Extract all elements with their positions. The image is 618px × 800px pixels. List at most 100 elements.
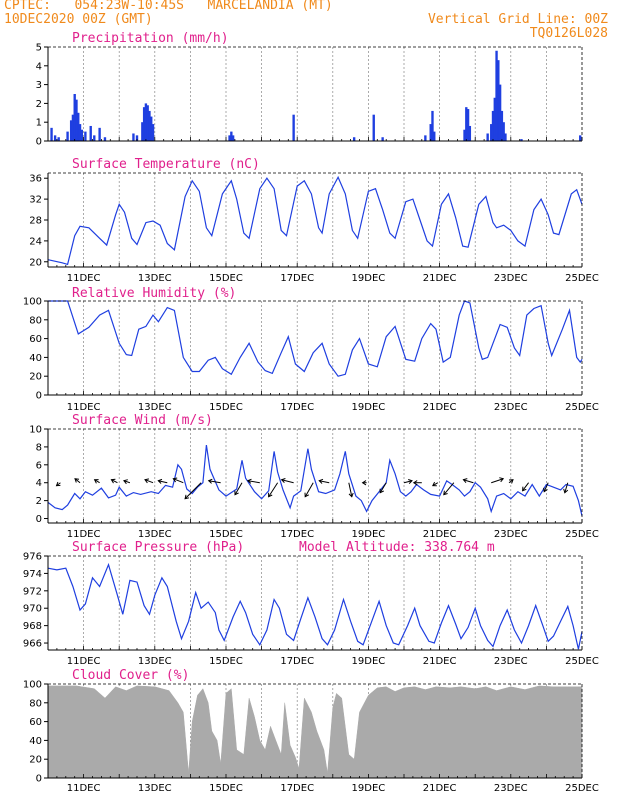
header-grid-note: Vertical Grid Line: 00Z — [427, 12, 608, 27]
rh-y-tick-label: 40 — [29, 353, 42, 364]
wind-vector-head — [74, 478, 80, 483]
precip-bar — [500, 110, 504, 141]
wind-vector-head — [563, 488, 569, 494]
wind-vector-head — [172, 477, 178, 483]
temp-y-tick-label: 32 — [29, 195, 42, 206]
wind-x-tick-label: 13DEC — [138, 529, 172, 540]
wind-vector — [564, 482, 569, 493]
temp-x-tick-label: 21DEC — [423, 273, 457, 284]
wind-vector-head — [246, 478, 252, 484]
wind-vector-head — [522, 486, 527, 492]
wind-vector — [111, 479, 118, 484]
temp-x-tick-label: 11DEC — [67, 273, 101, 284]
precip-y-tick-label: 3 — [36, 80, 42, 91]
pres-y-tick-label: 968 — [23, 621, 42, 632]
precip-bar — [80, 129, 84, 141]
precip-bar — [146, 105, 149, 141]
rh-x-tick-label: 17DEC — [280, 402, 314, 413]
precip-bar — [98, 127, 101, 141]
wind-vector-head — [348, 492, 354, 498]
precip-bar — [151, 124, 155, 141]
pres-x-tick-label: 17DEC — [280, 656, 314, 667]
temp-x-tick-label: 23DEC — [494, 273, 528, 284]
wind-vector — [281, 479, 294, 484]
cloud-y-tick-label: 80 — [29, 698, 42, 709]
precip-bar — [466, 109, 470, 141]
wind-vector-head — [55, 481, 61, 487]
rh-title: Relative Humidity (%) — [72, 286, 236, 301]
wind-x-tick-label: 17DEC — [280, 529, 314, 540]
pres-series-line — [47, 562, 583, 650]
temp-x-tick-label: 15DEC — [209, 273, 243, 284]
cloud-y-tick-label: 40 — [29, 736, 42, 747]
header-model-code: TQ0126L028 — [529, 26, 608, 41]
cloud-x-tick-label: 23DEC — [494, 783, 528, 794]
precip-bar — [498, 84, 502, 141]
precip-y-tick-label: 1 — [36, 118, 42, 129]
cloud-y-tick-label: 20 — [29, 755, 42, 766]
precip-bar — [463, 129, 466, 141]
wind-vector — [247, 480, 260, 484]
temp-series-line — [47, 175, 583, 266]
wind-vector — [443, 482, 455, 496]
wind-vector — [319, 480, 330, 484]
wind-vector — [208, 480, 221, 484]
pres-y-tick-label: 974 — [23, 569, 42, 580]
wind-vector-head — [157, 478, 163, 484]
cloud-x-tick-label: 17DEC — [280, 783, 314, 794]
header-station: CPTEC: 054:23W-10:45S MARCELANDIA (MT) — [4, 0, 333, 13]
wind-vector — [463, 479, 474, 484]
precip-bar — [78, 124, 82, 141]
cloud-y-tick-label: 100 — [23, 680, 42, 691]
precip-bar — [66, 131, 69, 141]
rh-x-tick-label: 13DEC — [138, 402, 172, 413]
wind-y-tick-label: 4 — [36, 478, 42, 489]
precip-bar — [69, 120, 73, 141]
precip-y-tick-label: 2 — [36, 99, 42, 110]
precip-bar — [142, 107, 146, 141]
temp-y-tick-label: 24 — [29, 236, 42, 247]
wind-y-tick-label: 10 — [29, 425, 42, 436]
precip-bar — [504, 133, 507, 141]
precip-bar — [230, 131, 233, 141]
wind-y-tick-label: 2 — [36, 496, 42, 507]
cloud-area — [47, 685, 583, 779]
cloud-x-tick-label: 11DEC — [67, 783, 101, 794]
precip-bar — [429, 124, 432, 141]
wind-vector — [403, 480, 413, 484]
precip-bar — [132, 133, 135, 141]
precip-bar — [53, 135, 57, 141]
precip-y-tick-label: 5 — [36, 43, 42, 54]
precip-bar — [491, 110, 495, 141]
temp-x-tick-label: 19DEC — [352, 273, 386, 284]
precip-bar — [520, 139, 523, 141]
cloud-x-tick-label: 25DEC — [565, 783, 599, 794]
rh-x-tick-label: 19DEC — [352, 402, 386, 413]
precip-bar — [73, 94, 76, 141]
precip-bar — [431, 110, 434, 141]
wind-vector — [173, 478, 184, 484]
rh-y-tick-label: 60 — [29, 334, 42, 345]
wind-vector — [144, 479, 154, 484]
pres-annotation: Model Altitude: 338.764 m — [299, 540, 495, 555]
wind-vector-head — [110, 478, 116, 484]
precip-bar — [495, 50, 498, 142]
wind-vector-head — [234, 490, 239, 496]
precip-y-tick-label: 4 — [36, 61, 42, 72]
rh-y-tick-label: 0 — [36, 391, 42, 402]
wind-vector-head — [462, 478, 468, 484]
wind-y-tick-label: 8 — [36, 442, 42, 453]
wind-vector-head — [93, 479, 99, 484]
rh-y-tick-label: 20 — [29, 372, 42, 383]
precip-bar — [502, 122, 505, 141]
precip-bar — [381, 137, 384, 141]
temp-y-tick-label: 20 — [29, 257, 42, 268]
precip-bar — [71, 114, 75, 141]
precip-bar — [292, 114, 295, 141]
precip-bar — [84, 131, 87, 141]
wind-vector-head — [144, 478, 150, 484]
precip-bar — [424, 135, 427, 141]
rh-x-tick-label: 11DEC — [67, 402, 101, 413]
precip-bar — [135, 135, 139, 141]
